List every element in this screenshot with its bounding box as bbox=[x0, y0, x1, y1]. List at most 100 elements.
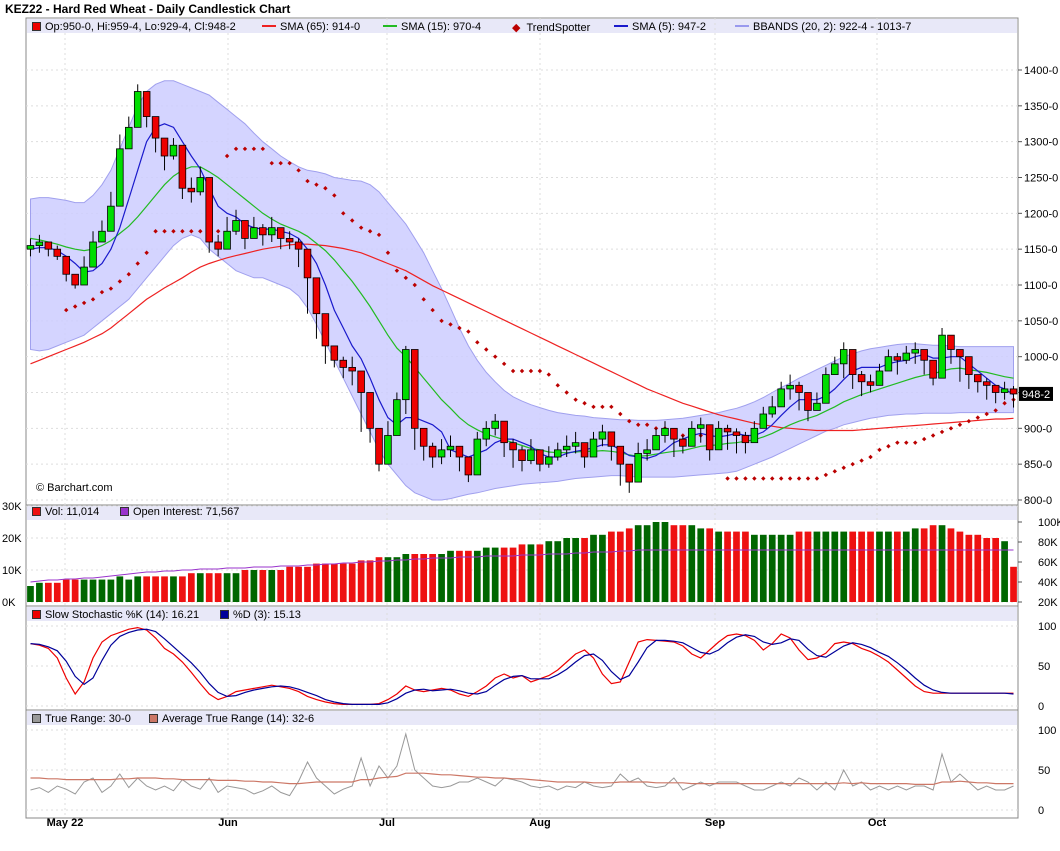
candle-body bbox=[107, 205, 115, 232]
trendspotter-point bbox=[787, 476, 793, 481]
trendspotter-point bbox=[180, 229, 185, 234]
candle bbox=[688, 421, 696, 447]
candle bbox=[947, 334, 955, 364]
candle bbox=[428, 442, 437, 468]
volume-bar bbox=[590, 534, 597, 602]
candle-body bbox=[938, 334, 946, 379]
candle-body bbox=[580, 442, 589, 458]
candle bbox=[419, 427, 428, 461]
candle-body bbox=[670, 427, 678, 440]
candle bbox=[464, 456, 473, 483]
candle bbox=[634, 442, 642, 483]
volume-bar bbox=[71, 579, 79, 602]
volume-bar bbox=[330, 563, 338, 602]
legend-vol-text: Vol: 11,014 bbox=[45, 506, 100, 518]
candle bbox=[848, 349, 857, 389]
legend-sma15-line bbox=[383, 25, 397, 27]
candle bbox=[402, 345, 410, 414]
trendspotter-point bbox=[734, 476, 739, 481]
candle bbox=[366, 392, 374, 443]
panel-header-vol bbox=[27, 506, 1017, 520]
candle bbox=[312, 277, 321, 339]
candle-body bbox=[723, 427, 732, 433]
candle bbox=[455, 445, 464, 472]
price-tick-label: 1300-0 bbox=[1024, 137, 1058, 149]
volume-bar bbox=[929, 525, 937, 602]
legend-sma65-line bbox=[262, 25, 276, 27]
candle bbox=[696, 417, 705, 443]
volume-bar bbox=[858, 531, 865, 602]
volume-bar bbox=[554, 541, 562, 602]
candle-body bbox=[71, 273, 79, 286]
volume-bar bbox=[974, 534, 982, 602]
candle bbox=[178, 144, 187, 199]
volume-bar bbox=[599, 534, 606, 602]
volume-bar bbox=[759, 534, 767, 602]
panel-header-tr bbox=[27, 711, 1017, 725]
candle bbox=[822, 367, 830, 404]
candle-body bbox=[527, 449, 535, 461]
volume-bar bbox=[375, 557, 383, 602]
volume-bar bbox=[482, 547, 490, 602]
candle bbox=[652, 428, 660, 451]
volume-bar bbox=[473, 550, 481, 602]
trendspotter-point bbox=[99, 289, 105, 295]
candle bbox=[571, 431, 580, 454]
candle bbox=[625, 463, 633, 493]
candle bbox=[965, 356, 973, 389]
candle-body bbox=[839, 349, 848, 365]
candle bbox=[536, 449, 544, 472]
candle bbox=[750, 421, 759, 444]
candle-body bbox=[553, 449, 562, 458]
legend-stochd-text: %D (3): 15.13 bbox=[233, 609, 301, 621]
candle bbox=[98, 220, 106, 243]
candle-body bbox=[393, 399, 401, 436]
trendspotter-point bbox=[895, 440, 900, 445]
trendspotter-point bbox=[930, 433, 936, 438]
candle-body bbox=[62, 255, 70, 275]
volume-bar bbox=[80, 579, 88, 602]
candle-body bbox=[169, 144, 178, 157]
trendspotter-point bbox=[564, 390, 569, 395]
candle bbox=[482, 421, 491, 447]
trendspotter-point bbox=[430, 307, 435, 313]
chart-title: KEZ22 - Hard Red Wheat - Daily Candlesti… bbox=[5, 2, 291, 16]
candle-body bbox=[857, 374, 866, 383]
candle bbox=[786, 374, 794, 400]
trendspotter-point bbox=[832, 469, 837, 474]
trendspotter-point bbox=[752, 476, 757, 481]
volume-bar bbox=[107, 579, 115, 602]
trendspotter-point bbox=[886, 444, 891, 449]
legend-bbands-line bbox=[735, 25, 749, 27]
candle-body bbox=[125, 126, 133, 150]
trendspotter-point bbox=[913, 440, 918, 445]
trendspotter-point bbox=[644, 422, 650, 427]
candle-body bbox=[679, 438, 687, 447]
volume-bar bbox=[196, 573, 204, 602]
trendspotter-point bbox=[296, 168, 301, 173]
legend-sma5-line bbox=[614, 25, 628, 27]
candle-body bbox=[509, 442, 517, 451]
candle bbox=[268, 216, 276, 242]
volume-bar bbox=[125, 579, 133, 602]
legend-bbands: BBANDS (20, 2): 922-4 - 1013-7 bbox=[735, 21, 911, 33]
candle bbox=[89, 231, 97, 268]
panel-tr bbox=[25, 709, 1019, 819]
last-price-tag: 948-2 bbox=[1022, 389, 1050, 401]
candle bbox=[26, 238, 35, 257]
volume-bar bbox=[706, 528, 714, 602]
volume-bar bbox=[911, 528, 919, 602]
candle bbox=[303, 248, 312, 314]
legend-atr: Average True Range (14): 32-6 bbox=[149, 713, 314, 725]
candle bbox=[142, 91, 151, 128]
volume-bar bbox=[465, 550, 472, 602]
volume-bar bbox=[992, 538, 1000, 602]
volume-bar bbox=[902, 531, 910, 602]
candle-body bbox=[634, 453, 642, 483]
candle-body bbox=[589, 438, 598, 458]
trendspotter-point bbox=[877, 447, 882, 453]
legend-trendspotter: ◆ TrendSpotter bbox=[512, 21, 590, 34]
volume-bar bbox=[652, 522, 660, 602]
price-tick-label: 1350-0 bbox=[1024, 101, 1058, 113]
